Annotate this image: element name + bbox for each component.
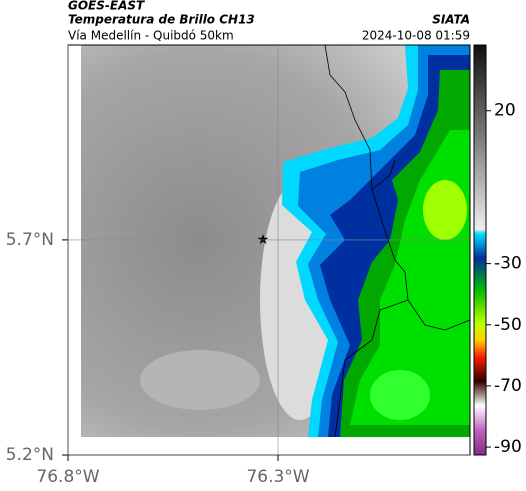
lat-tick-label: 5.2°N: [6, 445, 54, 465]
colorbar-tick-label: -30: [494, 254, 522, 274]
source: SIATA: [432, 13, 470, 27]
subtitle: Temperatura de Brillo CH13: [68, 13, 255, 27]
location: Vía Medellín - Quibdó 50km: [68, 29, 234, 43]
map-image: ★: [67, 44, 471, 456]
lon-tick-label: 76.8°W: [36, 467, 99, 487]
colorbar-tick-label: -90: [494, 437, 522, 457]
datetime: 2024-10-08 01:59: [362, 29, 470, 43]
lon-tick-label: 76.3°W: [246, 467, 309, 487]
colorbar-tick-label: -70: [494, 376, 522, 396]
title: GOES-EAST: [68, 0, 145, 13]
lat-tick-label: 5.7°N: [6, 230, 54, 250]
colorbar-tick-label: -50: [494, 315, 522, 335]
colorbar-tick-label: 20: [494, 101, 516, 121]
colorbar: [473, 44, 487, 456]
